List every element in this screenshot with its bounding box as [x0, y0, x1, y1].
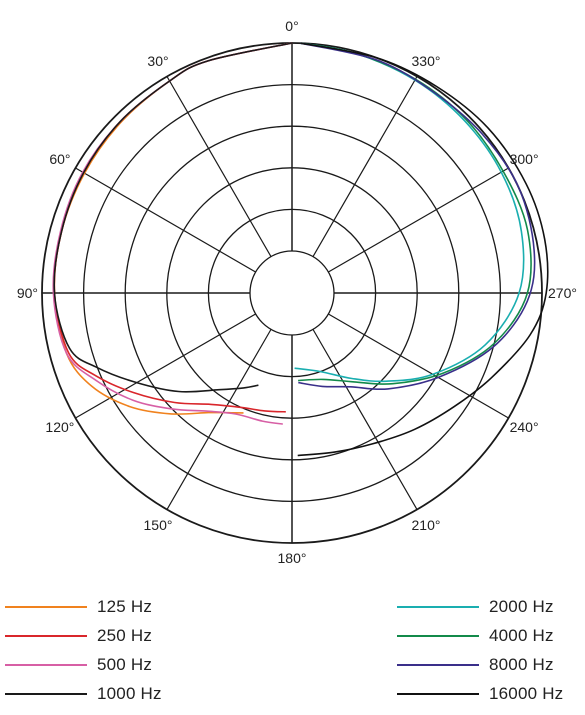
angle-label-120: 120° [45, 419, 74, 435]
legend-swatch-16000hz [397, 692, 479, 695]
legend-item-500hz: 500 Hz [5, 650, 162, 679]
grid-spoke-300 [328, 167, 509, 273]
legend-label-16000hz: 16000 Hz [489, 683, 564, 703]
legend-swatch-4000hz [397, 634, 479, 637]
legend-label-8000hz: 8000 Hz [489, 654, 554, 674]
legend-label-500hz: 500 Hz [97, 654, 153, 674]
legend-item-250hz: 250 Hz [5, 621, 162, 650]
legend-swatch-1000hz [5, 692, 87, 695]
series-lines [52, 42, 549, 457]
legend-label-250hz: 250 Hz [97, 625, 153, 645]
angle-tick-labels: 0° 30° 60° 90° 120° 150° 180° 210° 240° 270° 300° 3… [17, 18, 577, 566]
legend-swatch-8000hz [397, 663, 479, 666]
legend-item-8000hz: 8000 Hz [397, 650, 563, 679]
series-line-250hz [53, 42, 293, 413]
series-line-8000hz [298, 42, 536, 391]
series-line-2000hz [294, 42, 525, 383]
grid-spoke-150 [166, 329, 272, 510]
grid-spoke-120 [75, 313, 256, 419]
angle-label-210: 210° [412, 517, 441, 533]
polar-chart: 0° 30° 60° 90° 120° 150° 180° 210° 240° 270° 300° 3… [17, 18, 577, 566]
grid-spoke-210 [312, 329, 418, 510]
series-line-125hz [53, 42, 293, 415]
angle-label-0: 0° [285, 18, 298, 34]
legend-swatch-125hz [5, 605, 87, 608]
legend-item-1000hz: 1000 Hz [5, 679, 162, 708]
grid-spoke-240 [328, 313, 509, 419]
angle-label-150: 150° [144, 517, 173, 533]
angle-label-300: 300° [510, 151, 539, 167]
legend-swatch-250hz [5, 634, 87, 637]
legend-label-4000hz: 4000 Hz [489, 625, 554, 645]
angle-label-240: 240° [510, 419, 539, 435]
angle-label-60: 60° [49, 151, 70, 167]
grid-spoke-60 [75, 167, 256, 273]
legend-swatch-2000hz [397, 605, 479, 608]
legend-left: 125 Hz 250 Hz 500 Hz 1000 Hz [5, 592, 162, 708]
series-line-500hz [52, 42, 293, 425]
legend-label-2000hz: 2000 Hz [489, 596, 554, 616]
angle-label-180: 180° [278, 550, 307, 566]
legend-item-4000hz: 4000 Hz [397, 621, 563, 650]
angle-label-30: 30° [147, 53, 168, 69]
legend-item-2000hz: 2000 Hz [397, 592, 563, 621]
legend-item-125hz: 125 Hz [5, 592, 162, 621]
polar-grid [41, 42, 543, 544]
legend-label-125hz: 125 Hz [97, 596, 153, 616]
legend-label-1000hz: 1000 Hz [97, 683, 162, 703]
series-line-16000hz [297, 42, 549, 457]
angle-label-330: 330° [412, 53, 441, 69]
legend-swatch-500hz [5, 663, 87, 666]
legend-item-16000hz: 16000 Hz [397, 679, 563, 708]
grid-spoke-30 [166, 76, 272, 257]
legend-right: 2000 Hz 4000 Hz 8000 Hz 16000 Hz [397, 592, 563, 708]
angle-label-270: 270° [548, 285, 577, 301]
grid-spoke-330 [312, 76, 418, 257]
grid-ring-0 [249, 250, 335, 336]
series-line-1000hz [53, 42, 293, 393]
angle-label-90: 90° [17, 285, 38, 301]
